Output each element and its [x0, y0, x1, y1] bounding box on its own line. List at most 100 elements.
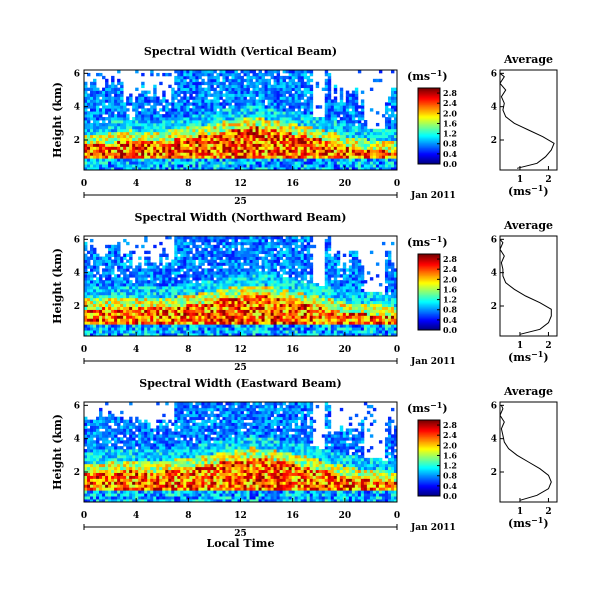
- heatmap-cell: [225, 117, 229, 121]
- heatmap-cell: [177, 111, 181, 115]
- heatmap-cell: [279, 122, 284, 127]
- heatmap-cell: [111, 140, 115, 144]
- heatmap-cell: [249, 90, 253, 94]
- heatmap-cell: [93, 309, 97, 313]
- heatmap-cell: [354, 158, 359, 162]
- heatmap-cell: [294, 90, 299, 94]
- day-label: 25: [234, 197, 247, 207]
- heatmap-cell: [165, 330, 169, 334]
- heatmap-cell: [261, 75, 265, 80]
- heatmap-cell: [147, 274, 151, 278]
- heatmap-cell: [309, 111, 314, 115]
- heatmap-cell: [210, 72, 214, 77]
- heatmap-cell: [273, 236, 278, 240]
- heatmap-cell: [390, 87, 395, 91]
- heatmap-cell: [261, 309, 265, 313]
- heatmap-cell: [294, 81, 299, 86]
- heatmap-cell: [132, 152, 136, 156]
- heatmap-cell: [279, 155, 284, 159]
- heatmap-cell: [270, 259, 275, 263]
- heatmap-cell: [255, 321, 259, 325]
- heatmap-cell: [90, 277, 94, 281]
- heatmap-cell: [168, 288, 172, 293]
- heatmap-cell: [252, 333, 256, 337]
- heatmap-cell: [273, 155, 278, 159]
- heatmap-cell: [186, 149, 190, 153]
- heatmap-cell: [90, 137, 94, 141]
- heatmap-cell: [372, 158, 377, 162]
- heatmap-cell: [339, 87, 344, 91]
- heatmap-cell: [366, 143, 371, 147]
- heatmap-cell: [129, 155, 133, 159]
- heatmap-cell: [291, 128, 296, 133]
- heatmap-cell: [171, 105, 175, 109]
- heatmap-cell: [252, 300, 256, 305]
- heatmap-cell: [96, 140, 100, 144]
- heatmap-cell: [138, 122, 142, 127]
- heatmap-cell: [201, 78, 205, 83]
- heatmap-cell: [270, 268, 275, 272]
- heatmap-cell: [96, 253, 100, 257]
- heatmap-cell: [240, 84, 244, 89]
- heatmap-cell: [270, 321, 275, 325]
- heatmap-cell: [231, 333, 235, 337]
- heatmap-cell: [120, 143, 124, 147]
- heatmap-cell: [120, 90, 124, 94]
- heatmap-cell: [153, 108, 157, 112]
- heatmap-cell: [159, 303, 163, 307]
- heatmap-cell: [108, 120, 112, 124]
- heatmap-cell: [228, 300, 232, 305]
- heatmap-cell: [276, 78, 281, 83]
- heatmap-cell: [177, 250, 181, 255]
- heatmap-cell: [90, 318, 94, 322]
- heatmap-cell: [288, 120, 293, 124]
- heatmap-cell: [273, 78, 278, 83]
- heatmap-cell: [231, 265, 235, 269]
- heatmap-cell: [264, 93, 268, 97]
- heatmap-cell: [219, 312, 223, 316]
- heatmap-cell: [96, 108, 100, 112]
- heatmap-cell: [237, 75, 241, 80]
- heatmap-cell: [174, 291, 178, 296]
- heatmap-cell: [243, 286, 247, 290]
- heatmap-cell: [156, 131, 160, 136]
- heatmap-cell: [225, 167, 229, 171]
- heatmap-cell: [84, 247, 88, 252]
- heatmap-cell: [267, 306, 271, 310]
- heatmap-cell: [219, 280, 223, 284]
- colorbar-segment: [418, 155, 440, 157]
- heatmap-cell: [261, 108, 265, 112]
- heatmap-cell: [354, 131, 359, 136]
- heatmap-cell: [183, 286, 187, 290]
- heatmap-cell: [126, 294, 130, 299]
- heatmap-cell: [360, 164, 365, 168]
- heatmap-cell: [156, 96, 160, 100]
- heatmap-cell: [186, 327, 190, 331]
- heatmap-cell: [273, 327, 278, 331]
- heatmap-cell: [189, 120, 193, 124]
- heatmap-cell: [336, 102, 341, 106]
- heatmap-cell: [225, 250, 229, 255]
- heatmap-cell: [189, 158, 193, 162]
- heatmap-cell: [177, 128, 181, 133]
- heatmap-cell: [204, 152, 208, 156]
- heatmap-cell: [171, 161, 175, 165]
- heatmap-cell: [129, 149, 133, 153]
- heatmap-cell: [117, 280, 121, 284]
- heatmap-cell: [294, 84, 299, 89]
- heatmap-cell: [294, 114, 299, 118]
- heatmap-cell: [189, 274, 193, 278]
- heatmap-cell: [222, 164, 226, 168]
- heatmap-cell: [177, 105, 181, 109]
- heatmap-cell: [102, 128, 106, 133]
- heatmap-cell: [150, 137, 154, 141]
- heatmap-cell: [129, 262, 133, 266]
- heatmap-cell: [216, 128, 220, 133]
- heatmap-cell: [384, 155, 389, 159]
- heatmap-cell: [249, 134, 253, 139]
- heatmap-cell: [147, 120, 151, 124]
- heatmap-cell: [261, 78, 265, 83]
- heatmap-cell: [246, 247, 250, 252]
- heatmap-cell: [213, 309, 217, 313]
- heatmap-cell: [294, 149, 299, 153]
